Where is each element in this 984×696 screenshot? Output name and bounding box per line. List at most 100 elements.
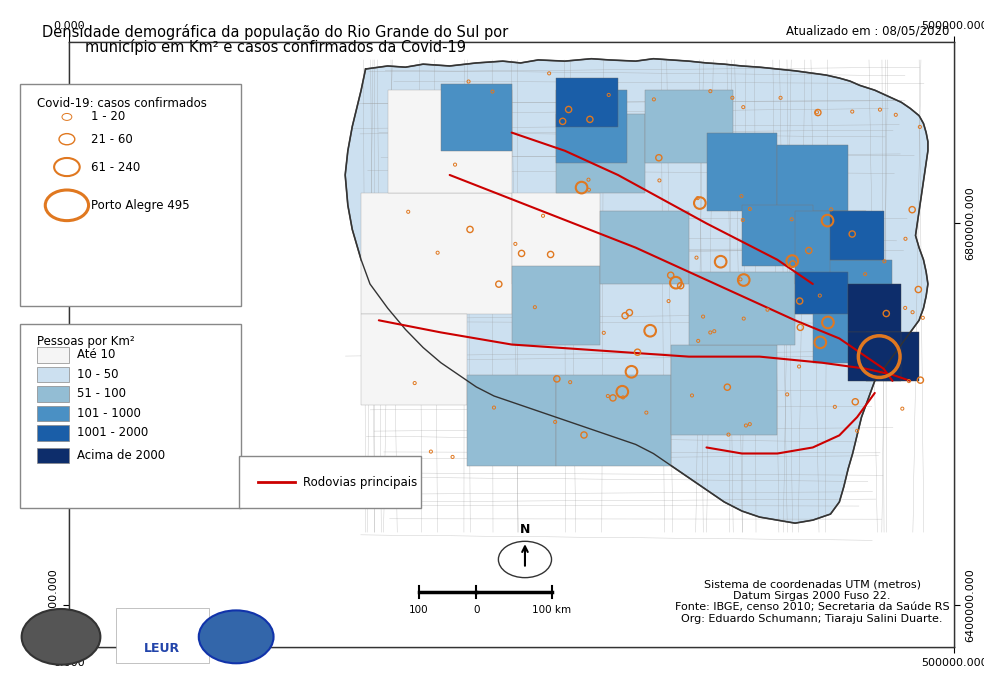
Text: LEUR: LEUR: [145, 642, 180, 655]
Polygon shape: [777, 145, 848, 212]
Text: município em Km² e casos confirmados da Covid-19: município em Km² e casos confirmados da …: [85, 39, 466, 55]
Point: [555, 116, 571, 127]
Point: [724, 92, 740, 103]
Point: [605, 393, 621, 404]
Point: [844, 228, 860, 239]
Point: [576, 429, 591, 441]
Point: [785, 258, 801, 269]
Polygon shape: [866, 333, 919, 381]
Text: Sistema de coordenadas UTM (metros)
Datum Sirgas 2000 Fuso 22.
Fonte: IBGE, cens: Sistema de coordenadas UTM (metros) Datu…: [675, 579, 950, 624]
Text: 1 - 20: 1 - 20: [91, 111, 125, 123]
Text: Densidade demográfica da população do Rio Grande do Sul por: Densidade demográfica da população do Ri…: [42, 24, 509, 40]
Text: 10 - 50: 10 - 50: [77, 368, 118, 381]
Point: [712, 256, 728, 267]
Point: [784, 214, 800, 225]
Point: [486, 402, 502, 413]
Point: [668, 277, 684, 288]
Point: [663, 269, 679, 280]
Polygon shape: [556, 90, 627, 163]
Polygon shape: [512, 193, 600, 284]
Point: [646, 94, 662, 105]
Point: [660, 296, 676, 307]
Point: [447, 159, 462, 171]
Point: [792, 322, 808, 333]
Point: [622, 307, 638, 318]
Text: 101 - 1000: 101 - 1000: [77, 407, 141, 420]
Polygon shape: [345, 58, 928, 523]
Point: [651, 175, 667, 186]
Point: [897, 233, 913, 244]
Point: [904, 307, 920, 318]
Text: Porto Alegre 495: Porto Alegre 495: [91, 199, 189, 212]
Point: [703, 327, 718, 338]
Point: [813, 337, 829, 348]
Point: [617, 310, 633, 322]
Point: [703, 86, 718, 97]
Text: Acima de 2000: Acima de 2000: [77, 449, 165, 461]
Polygon shape: [830, 260, 892, 315]
Point: [912, 121, 928, 132]
Point: [849, 425, 865, 436]
Point: [691, 335, 707, 347]
Point: [901, 376, 917, 387]
Point: [904, 204, 920, 215]
Point: [910, 284, 926, 295]
Point: [581, 174, 596, 185]
Point: [643, 325, 658, 336]
Point: [912, 374, 928, 386]
Point: [535, 210, 551, 221]
Point: [872, 104, 888, 116]
Point: [812, 290, 828, 301]
Point: [562, 377, 578, 388]
Text: 100 km: 100 km: [532, 605, 571, 615]
Point: [888, 109, 903, 120]
Point: [461, 76, 476, 87]
Point: [820, 317, 835, 328]
Point: [406, 377, 422, 388]
Point: [673, 280, 689, 291]
Polygon shape: [689, 272, 795, 345]
Point: [485, 86, 501, 97]
Point: [810, 107, 826, 118]
Polygon shape: [742, 205, 813, 266]
Point: [772, 93, 788, 104]
Point: [491, 278, 507, 290]
Polygon shape: [441, 84, 512, 151]
Point: [720, 429, 736, 440]
Point: [549, 373, 565, 384]
Text: Covid-19: casos confirmados: Covid-19: casos confirmados: [37, 97, 208, 111]
Point: [897, 302, 913, 313]
Point: [742, 418, 758, 429]
Point: [651, 152, 667, 164]
Polygon shape: [671, 345, 777, 436]
Point: [596, 327, 612, 338]
Text: Até 10: Até 10: [77, 349, 115, 361]
Text: 100: 100: [409, 605, 428, 615]
Point: [614, 386, 630, 397]
Point: [601, 89, 617, 100]
Point: [707, 326, 722, 337]
Text: 1001 - 2000: 1001 - 2000: [77, 427, 148, 439]
Point: [630, 347, 646, 358]
Point: [423, 446, 439, 457]
Text: 61 - 240: 61 - 240: [91, 161, 140, 173]
Polygon shape: [556, 374, 671, 466]
Point: [582, 114, 597, 125]
Point: [915, 313, 931, 324]
Point: [639, 407, 654, 418]
Polygon shape: [467, 374, 556, 466]
Point: [445, 452, 461, 463]
Point: [430, 247, 446, 258]
Text: 51 - 100: 51 - 100: [77, 388, 126, 400]
Polygon shape: [361, 193, 512, 315]
Point: [820, 215, 835, 226]
Polygon shape: [600, 212, 689, 284]
Text: 21 - 60: 21 - 60: [91, 133, 132, 145]
Point: [738, 420, 754, 431]
Point: [760, 304, 775, 315]
Point: [615, 392, 631, 403]
Point: [561, 104, 577, 115]
Point: [733, 274, 749, 285]
Point: [801, 245, 817, 256]
Point: [872, 351, 888, 362]
